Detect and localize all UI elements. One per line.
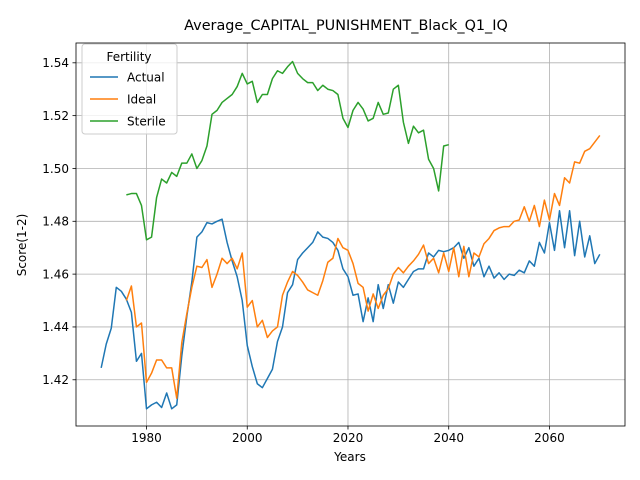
x-axis-label: Years — [333, 450, 366, 464]
legend-title: Fertility — [106, 50, 151, 64]
plot-frame — [75, 42, 626, 427]
legend-box — [81, 43, 178, 135]
series-line-ideal — [125, 134, 601, 400]
y-axis-label: Score(1-2) — [15, 214, 29, 277]
y-tick-label: 1.52 — [42, 109, 69, 123]
y-tick-label: 1.44 — [42, 320, 69, 334]
x-axis-ticks: 1980 2000 2020 2040 2060 — [131, 426, 565, 445]
legend-label-sterile: Sterile — [127, 114, 166, 128]
legend: Fertility Actual Ideal Sterile — [81, 43, 178, 135]
y-tick-label: 1.54 — [42, 56, 69, 70]
y-tick-label: 1.50 — [42, 162, 69, 176]
series-line-actual — [100, 209, 601, 410]
chart-title: Average_CAPITAL_PUNISHMENT_Black_Q1_IQ — [184, 18, 508, 34]
y-tick-label: 1.46 — [42, 267, 69, 281]
x-tick-label: 1980 — [131, 431, 162, 445]
y-tick-label: 1.42 — [42, 373, 69, 387]
series-lines — [100, 60, 601, 410]
x-tick-label: 2040 — [433, 431, 464, 445]
x-tick-label: 2020 — [333, 431, 364, 445]
legend-label-ideal: Ideal — [127, 92, 156, 106]
y-axis-ticks: 1.42 1.44 1.46 1.48 1.50 1.52 1.54 — [42, 56, 76, 387]
x-tick-label: 2000 — [232, 431, 263, 445]
y-tick-label: 1.48 — [42, 215, 69, 229]
series-line-sterile — [126, 60, 449, 241]
x-tick-label: 2060 — [534, 431, 565, 445]
legend-label-actual: Actual — [127, 70, 165, 84]
